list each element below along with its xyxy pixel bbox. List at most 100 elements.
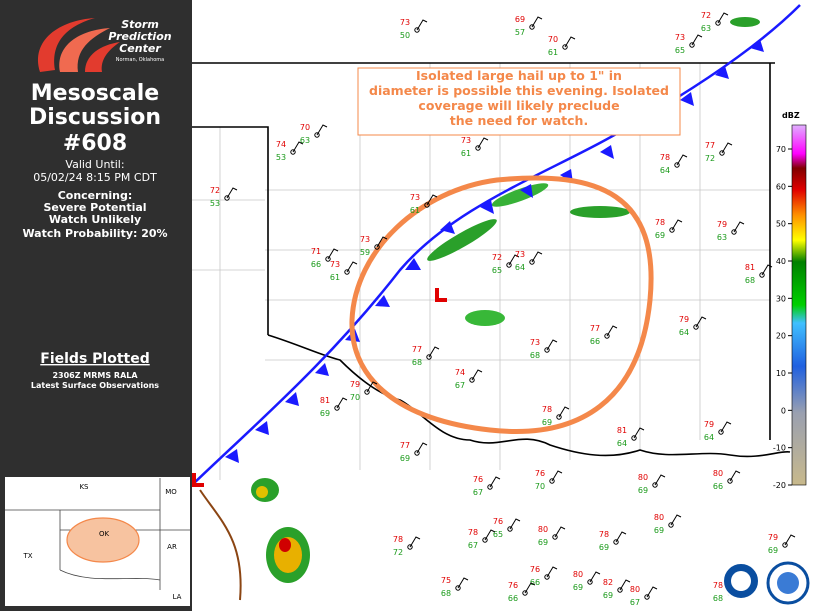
- concerning: Watch Unlikely: [49, 213, 141, 226]
- wind-barb: [346, 261, 358, 273]
- temperature: 76: [530, 565, 540, 574]
- temperature: 73: [360, 235, 370, 244]
- low-symbol: [192, 473, 204, 487]
- annotation: Isolated large hail up to 1" indiameter …: [369, 68, 669, 128]
- low-symbol: [435, 288, 447, 302]
- station-marker: [314, 132, 320, 138]
- dewpoint: 68: [441, 589, 451, 598]
- station-marker: [782, 542, 788, 548]
- colorbar-tick-label: 70: [776, 145, 786, 154]
- state-label: MO: [165, 488, 177, 496]
- station-marker: [506, 262, 512, 268]
- temperature: 79: [350, 380, 360, 389]
- wind-barb: [416, 19, 428, 31]
- temperature: 73: [675, 33, 685, 42]
- dewpoint: 50: [400, 31, 410, 40]
- wind-barb: [720, 421, 732, 433]
- title: #608: [63, 131, 127, 156]
- dewpoint: 67: [468, 541, 478, 550]
- station-marker: [549, 478, 555, 484]
- station-marker: [613, 539, 619, 545]
- wind-barb: [508, 254, 520, 266]
- station-marker: [759, 272, 765, 278]
- wind-barb: [316, 124, 328, 136]
- concerning-label: Concerning:: [58, 189, 133, 202]
- station-marker: [344, 269, 350, 275]
- wind-barb: [733, 221, 745, 233]
- temperature: 80: [538, 525, 548, 534]
- wind-barb: [376, 236, 388, 248]
- wind-barb: [589, 571, 601, 583]
- field: 2306Z MRMS RALA: [52, 371, 138, 380]
- logo-text: Norman, Oklahoma: [116, 57, 165, 63]
- wind-barb: [409, 536, 421, 548]
- wind-barb: [292, 141, 304, 153]
- state-label: TX: [22, 552, 32, 560]
- wind-barb: [531, 16, 543, 28]
- wind-barb: [477, 137, 489, 149]
- wind-barb: [366, 381, 378, 393]
- wind-barb: [551, 470, 563, 482]
- dewpoint: 70: [350, 393, 360, 402]
- colorbar-tick-label: -10: [773, 444, 786, 453]
- colorbar-tick-label: 10: [776, 369, 786, 378]
- dewpoint: 68: [412, 358, 422, 367]
- temperature: 70: [300, 123, 310, 132]
- inset-labels: KS MO OK TX AR LA: [22, 483, 181, 601]
- temperature: 82: [603, 578, 613, 587]
- dewpoint: 69: [603, 591, 613, 600]
- dewpoint: 69: [320, 409, 330, 418]
- colorbar-ticks: 70 60 50 40 30 20 10 0 -10 -20 dBZ: [773, 111, 800, 490]
- map: Isolated large hail up to 1" indiameter …: [191, 4, 810, 607]
- wind-barb: [524, 582, 536, 594]
- spc-logo: Storm Prediction Center Norman, Oklahoma: [38, 18, 172, 72]
- inset-map: [5, 477, 190, 606]
- wind-barb: [717, 12, 729, 24]
- dewpoint: 69: [599, 543, 609, 552]
- station-marker: [544, 574, 550, 580]
- temperature: 81: [320, 396, 330, 405]
- wind-barb: [546, 339, 558, 351]
- temperature: 73: [400, 18, 410, 27]
- temperature: 76: [535, 469, 545, 478]
- station-marker: [693, 324, 699, 330]
- dewpoint: 69: [654, 526, 664, 535]
- temperature: 72: [210, 186, 220, 195]
- station-marker: [455, 585, 461, 591]
- station-marker: [529, 259, 535, 265]
- stations: 73 50 69 57 70 61 72 63 73 65 70 63 74 53 73 61 72 53 73 61…: [210, 11, 796, 607]
- dewpoint: 67: [455, 381, 465, 390]
- temperature: 77: [705, 141, 715, 150]
- temperature: 78: [599, 530, 609, 539]
- station-marker: [482, 537, 488, 543]
- dewpoint: 69: [538, 538, 548, 547]
- wind-barb: [554, 526, 566, 538]
- station-marker: [426, 354, 432, 360]
- temperature: 81: [745, 263, 755, 272]
- dewpoint: 66: [713, 482, 723, 491]
- station-marker: [414, 27, 420, 33]
- wind-barb: [564, 36, 576, 48]
- valid-time: 05/02/24 8:15 PM CDT: [33, 171, 157, 184]
- temperature: 77: [400, 441, 410, 450]
- wind-barb: [484, 529, 496, 541]
- state-borders: [192, 62, 791, 458]
- colorbar-tick-label: 20: [776, 332, 786, 341]
- wind-barb: [676, 154, 688, 166]
- temperature: 73: [530, 338, 540, 347]
- dryline: [199, 489, 242, 601]
- wind-barb: [619, 579, 631, 591]
- station-marker: [587, 579, 593, 585]
- wind-barb: [646, 586, 658, 598]
- temperature: 79: [679, 315, 689, 324]
- wind-barb: [729, 470, 741, 482]
- station-marker: [475, 145, 481, 151]
- temperature: 73: [410, 193, 420, 202]
- station-marker: [224, 195, 230, 201]
- dewpoint: 65: [493, 530, 503, 539]
- dewpoint: 69: [573, 583, 583, 592]
- temperature: 78: [542, 405, 552, 414]
- station-marker: [604, 333, 610, 339]
- dewpoint: 53: [276, 153, 286, 162]
- station-marker: [631, 435, 637, 441]
